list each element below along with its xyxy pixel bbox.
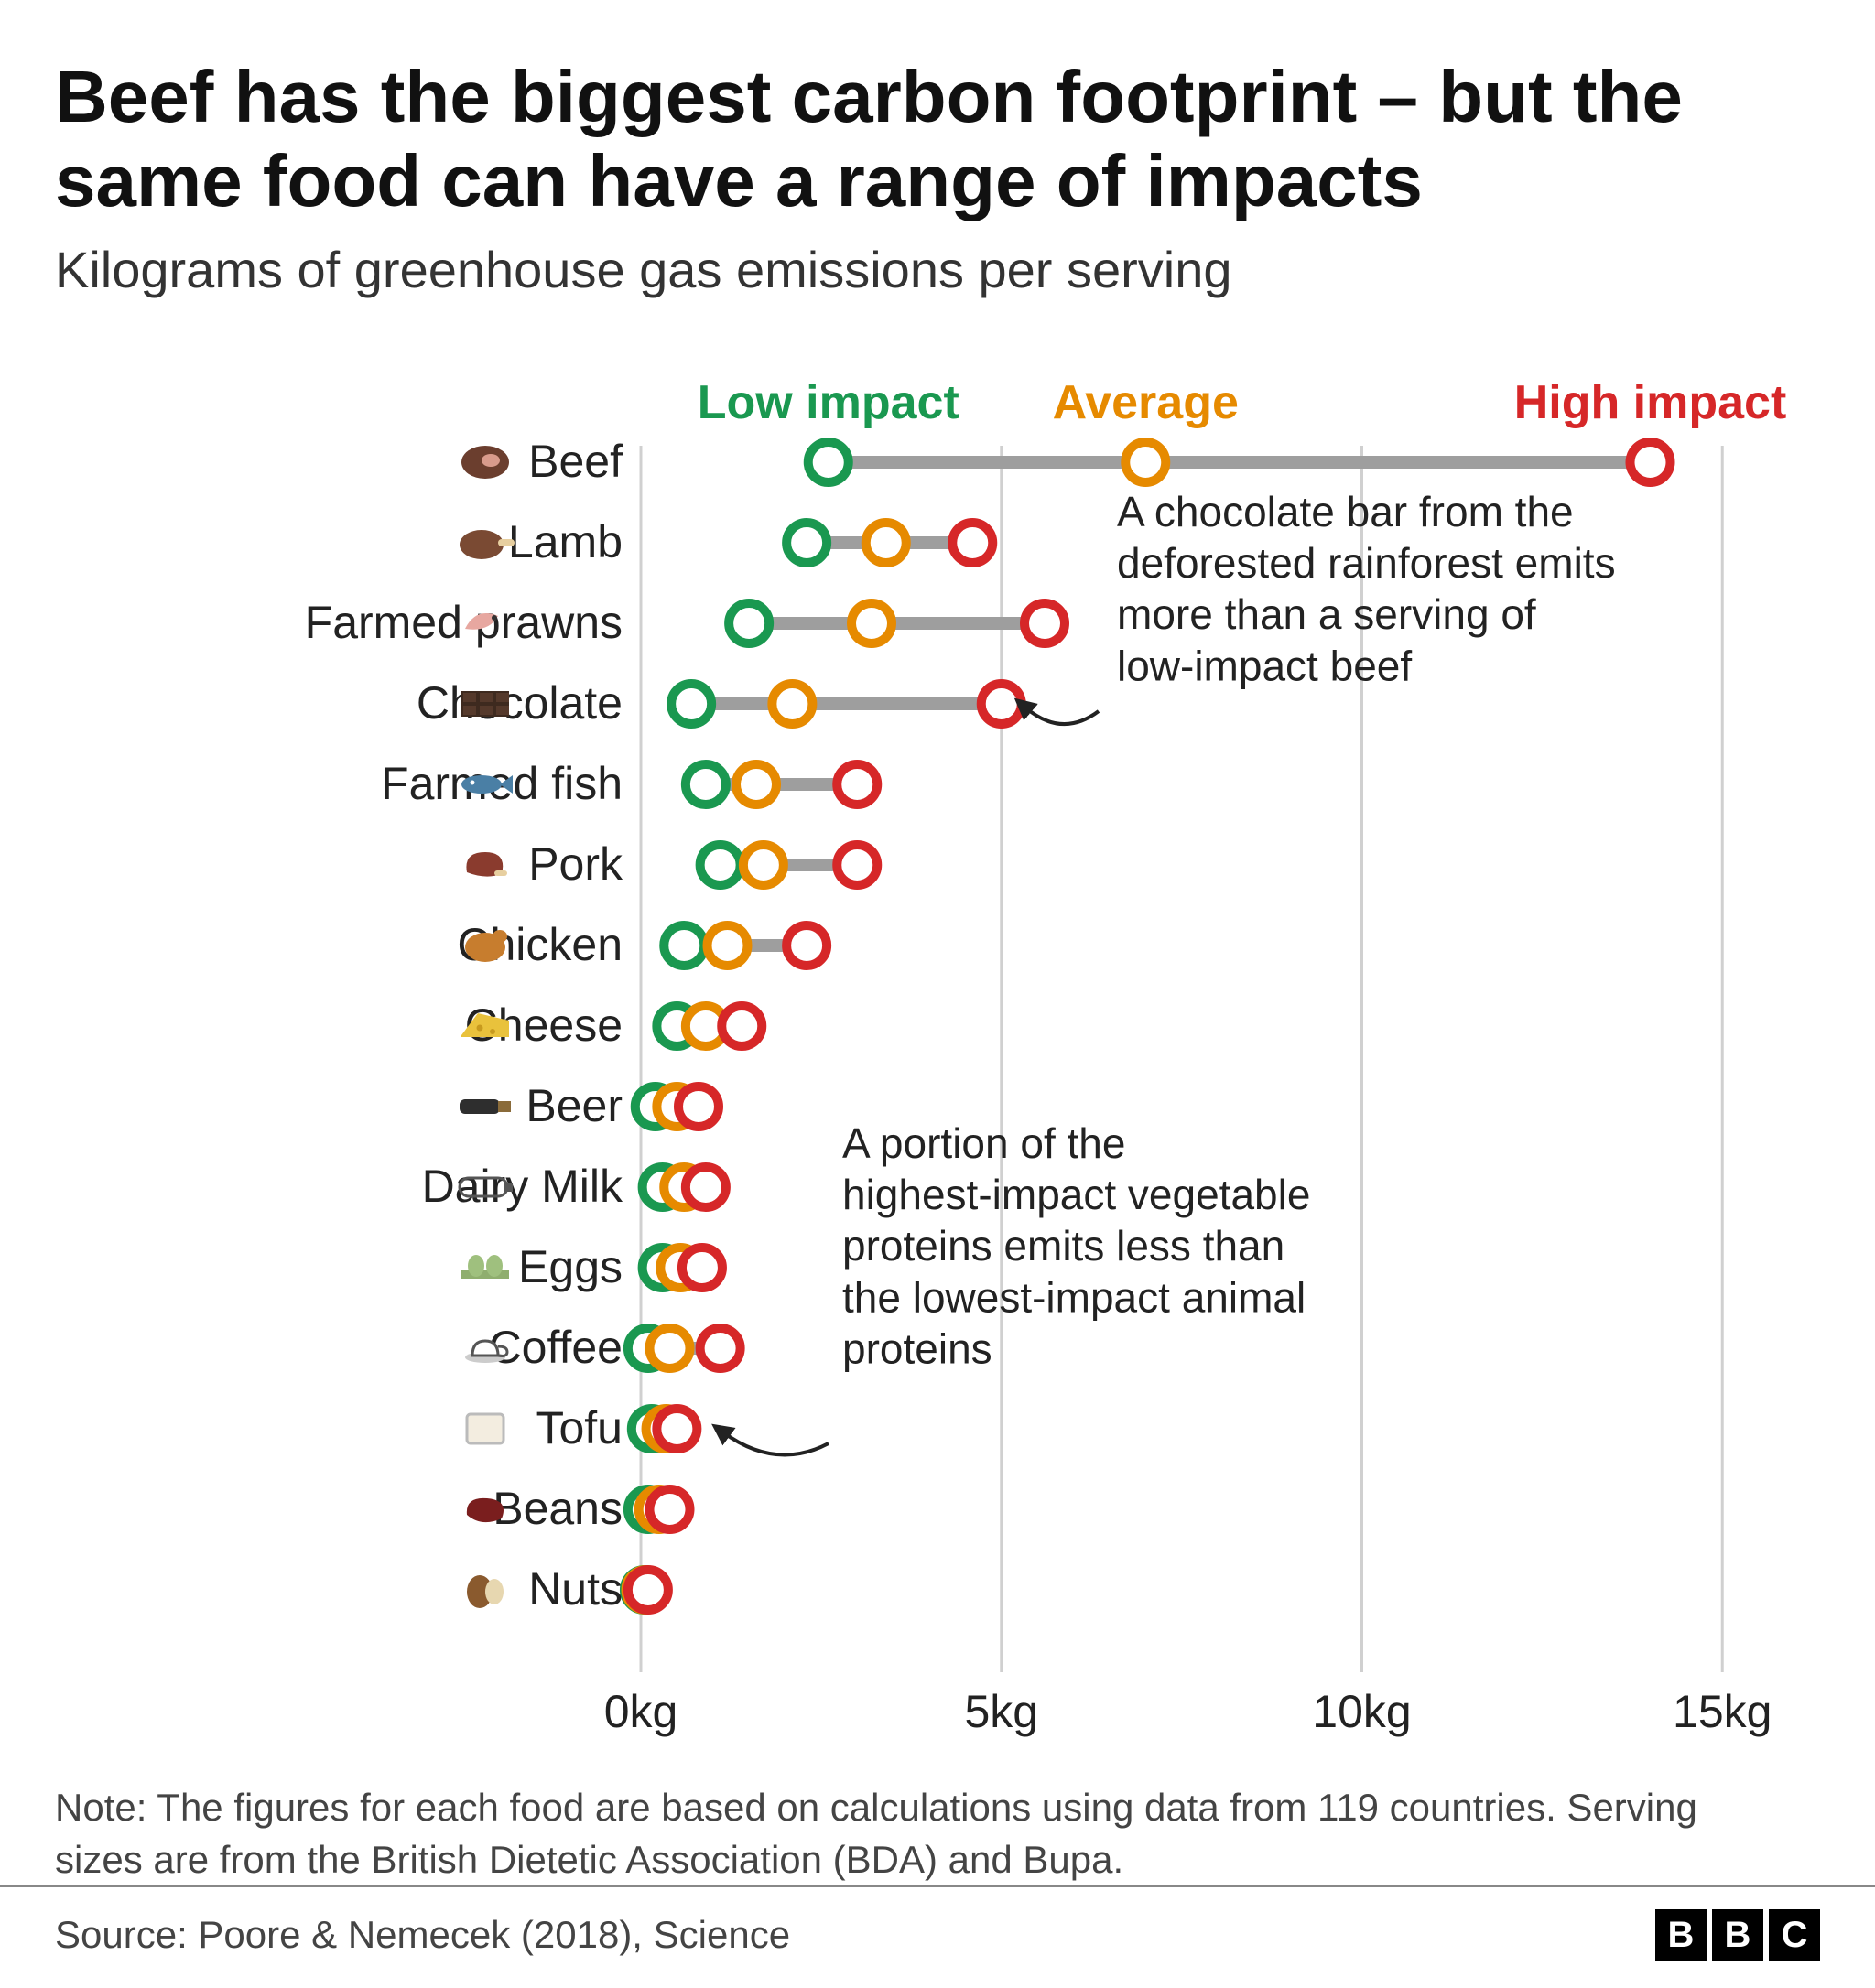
food-label: Nuts [528,1563,623,1615]
marker-high [981,684,1022,724]
food-label: Pork [528,838,623,890]
marker-low [786,523,827,563]
lamb-icon [460,530,515,559]
marker-avg [866,523,906,563]
food-label: Beans [493,1483,623,1534]
marker-avg [743,845,784,885]
marker-high [1024,603,1065,643]
food-label: Chocolate [417,677,623,729]
food-label: Farmed prawns [305,597,623,648]
x-tick-label: 10kg [1312,1686,1411,1737]
beer-icon [460,1099,511,1114]
legend-avg: Average [1053,376,1239,429]
annotation-text-1: A portion of thehighest-impact vegetable… [842,1119,1310,1372]
marker-high [721,1006,762,1046]
marker-low [671,684,711,724]
pork-icon [466,852,507,877]
chart-container: Beef has the biggest carbon footprint – … [0,0,1875,1988]
food-label: Lamb [508,516,623,567]
chart-plot-area: 0kg 5kg 10kg 15kg Low impact Average High impa… [55,345,1820,1745]
annotation-arrow-1 [723,1432,829,1455]
marker-high [952,523,992,563]
legend-high: High impact [1514,376,1787,429]
marker-avg [736,764,776,805]
legend-low: Low impact [698,376,959,429]
marker-high [682,1248,722,1288]
marker-high [656,1409,697,1449]
marker-high [837,764,877,805]
marker-high [1631,442,1671,482]
chart-source: Source: Poore & Nemecek (2018), Science [55,1913,790,1957]
marker-low [808,442,849,482]
marker-low [700,845,741,885]
marker-high [650,1489,690,1529]
marker-low [664,925,704,966]
marker-high [686,1167,726,1207]
chart-subtitle: Kilograms of greenhouse gas emissions pe… [55,240,1820,299]
nuts-icon [467,1575,504,1608]
tofu-icon [467,1414,504,1443]
food-label: Dairy Milk [422,1161,623,1212]
x-tick-label: 0kg [604,1686,678,1737]
marker-high [628,1570,668,1610]
x-tick-label: 5kg [964,1686,1038,1737]
chart-title: Beef has the biggest carbon footprint – … [55,55,1820,223]
marker-low [686,764,726,805]
annotation-arrow-0 [1025,708,1099,724]
chart-svg: 0kg 5kg 10kg 15kg Low impact Average High impa… [55,345,1820,1745]
food-label: Beer [526,1080,623,1131]
bbc-logo: B B C [1655,1909,1820,1961]
annotation-text-0: A chocolate bar from thedeforested rainf… [1117,488,1616,689]
bbc-logo-b2: B [1712,1909,1763,1961]
beans-icon [467,1498,504,1522]
chart-footer: Source: Poore & Nemecek (2018), Science … [0,1885,1875,1988]
choc-icon [461,691,509,717]
eggs-icon [461,1255,509,1279]
marker-low [729,603,769,643]
marker-high [837,845,877,885]
food-label: Beef [528,436,623,487]
marker-avg [650,1328,690,1368]
marker-avg [708,925,748,966]
food-label: Tofu [536,1402,623,1453]
marker-high [700,1328,741,1368]
marker-avg [772,684,812,724]
food-label: Coffee [489,1322,623,1373]
marker-high [786,925,827,966]
x-tick-label: 15kg [1673,1686,1772,1737]
bbc-logo-c: C [1769,1909,1820,1961]
marker-avg [851,603,892,643]
beef-icon [461,446,509,479]
marker-high [678,1086,719,1127]
chart-note: Note: The figures for each food are base… [55,1782,1820,1885]
marker-avg [1125,442,1165,482]
bbc-logo-b1: B [1655,1909,1707,1961]
food-label: Eggs [518,1241,623,1292]
